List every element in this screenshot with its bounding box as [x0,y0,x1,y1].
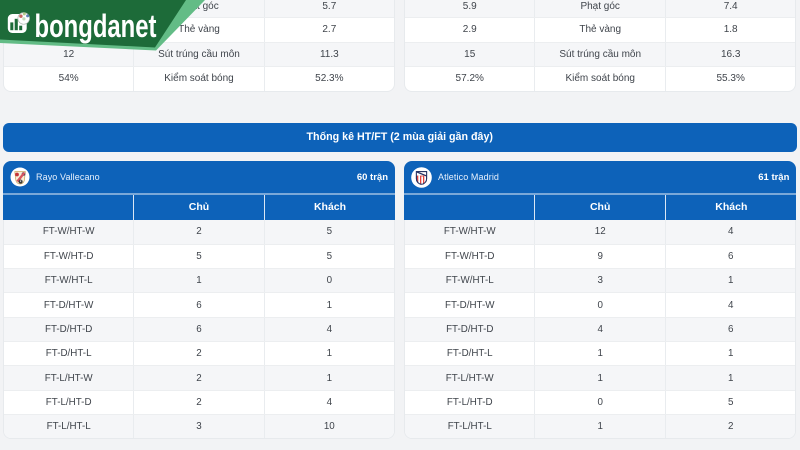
svg-text:bongdanet: bongdanet [35,8,157,44]
